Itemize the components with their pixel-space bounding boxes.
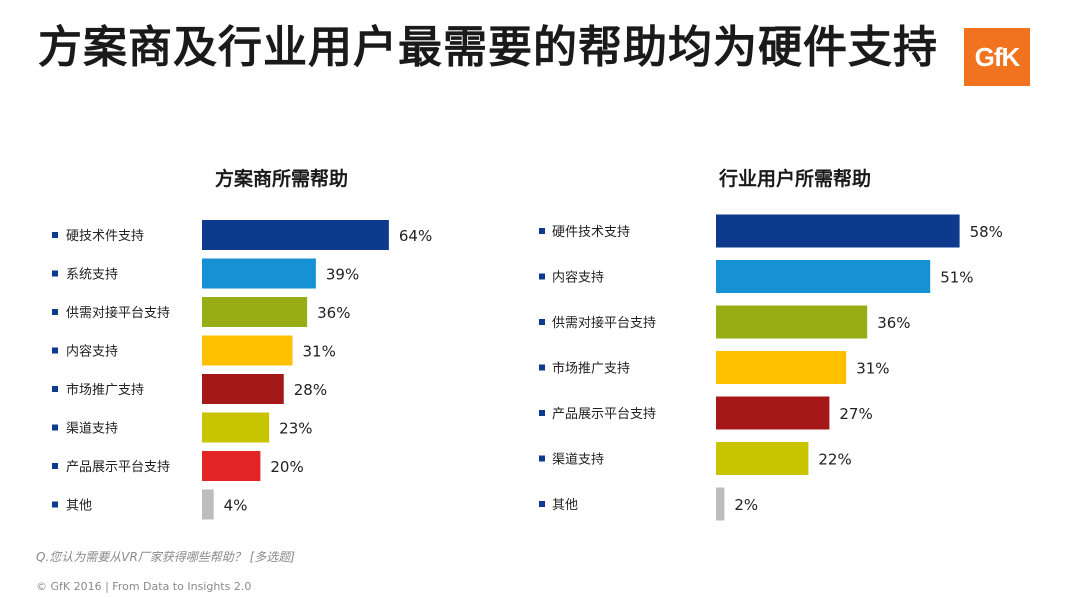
bar bbox=[202, 297, 308, 327]
category-label: 其他 bbox=[552, 498, 578, 513]
legend-marker bbox=[539, 228, 545, 234]
category-label: 内容支持 bbox=[552, 270, 604, 286]
category-label: 系统支持 bbox=[66, 268, 118, 283]
legend-marker bbox=[539, 455, 545, 462]
left-bar-chart: 硬技术件支持 64% 系统支持 39% 供需对接平台支持 36% 内容支持 31% 市场推广支持… bbox=[52, 220, 432, 520]
legend-marker bbox=[539, 319, 545, 325]
bar bbox=[202, 374, 284, 404]
chart-title-right: 行业用户所需帮助 bbox=[719, 168, 872, 190]
value-label: 2% bbox=[734, 496, 758, 514]
category-label: 产品展示平台支持 bbox=[552, 407, 656, 422]
bar bbox=[716, 396, 830, 430]
value-label: 27% bbox=[839, 405, 872, 423]
survey-question: Q.您认为需要从VR厂家获得哪些帮助？ [多选题] bbox=[36, 550, 295, 564]
legend-marker bbox=[52, 501, 58, 508]
page-title: 方案商及行业用户最需要的帮助均为硬件支持 bbox=[38, 22, 938, 73]
category-label: 渠道支持 bbox=[66, 422, 118, 437]
category-label: 市场推广支持 bbox=[66, 382, 144, 398]
category-label: 供需对接平台支持 bbox=[66, 305, 170, 321]
bar bbox=[716, 351, 847, 384]
value-label: 39% bbox=[326, 266, 359, 284]
bar bbox=[716, 487, 725, 521]
legend-marker bbox=[52, 386, 58, 392]
value-label: 31% bbox=[303, 343, 336, 361]
legend-marker bbox=[539, 273, 545, 280]
value-label: 23% bbox=[279, 420, 312, 438]
category-label: 产品展示平台支持 bbox=[66, 460, 170, 475]
legend-marker bbox=[52, 424, 58, 431]
legend-marker bbox=[52, 270, 58, 277]
bar bbox=[716, 305, 868, 339]
category-label: 内容支持 bbox=[66, 344, 118, 360]
bar bbox=[716, 260, 931, 293]
category-label: 硬件技术支持 bbox=[552, 225, 630, 240]
legend-marker bbox=[52, 463, 58, 469]
bar bbox=[202, 489, 214, 520]
bar bbox=[202, 220, 389, 250]
category-label: 市场推广支持 bbox=[552, 361, 630, 377]
value-label: 22% bbox=[818, 451, 851, 469]
legend-marker bbox=[52, 309, 58, 315]
bar bbox=[202, 451, 261, 481]
legend-marker bbox=[539, 501, 545, 507]
value-label: 58% bbox=[970, 223, 1003, 241]
bar bbox=[716, 214, 960, 248]
value-label: 36% bbox=[877, 314, 910, 332]
value-label: 64% bbox=[399, 227, 432, 245]
value-label: 4% bbox=[224, 497, 248, 515]
legend-marker bbox=[539, 410, 545, 416]
category-label: 硬技术件支持 bbox=[66, 229, 144, 244]
gfk-logo: GfK bbox=[964, 28, 1030, 86]
legend-marker bbox=[539, 364, 545, 371]
bar bbox=[202, 412, 270, 443]
category-label: 渠道支持 bbox=[552, 453, 604, 468]
value-label: 36% bbox=[317, 304, 350, 322]
chart-title-left: 方案商所需帮助 bbox=[215, 168, 349, 190]
value-label: 31% bbox=[856, 360, 889, 378]
value-label: 51% bbox=[940, 269, 973, 287]
copyright: © GfK 2016 | From Data to Insights 2.0 bbox=[36, 580, 252, 593]
legend-marker bbox=[52, 232, 58, 238]
category-label: 其他 bbox=[66, 499, 92, 514]
right-bar-chart: 硬件技术支持 58% 内容支持 51% 供需对接平台支持 36% 市场推广支持 31% 产品展示… bbox=[539, 214, 1003, 521]
category-label: 供需对接平台支持 bbox=[552, 315, 656, 331]
legend-marker bbox=[52, 347, 58, 354]
bar bbox=[716, 442, 809, 475]
bar bbox=[202, 335, 293, 366]
value-label: 20% bbox=[270, 458, 303, 476]
bar bbox=[202, 258, 316, 289]
value-label: 28% bbox=[294, 381, 327, 399]
